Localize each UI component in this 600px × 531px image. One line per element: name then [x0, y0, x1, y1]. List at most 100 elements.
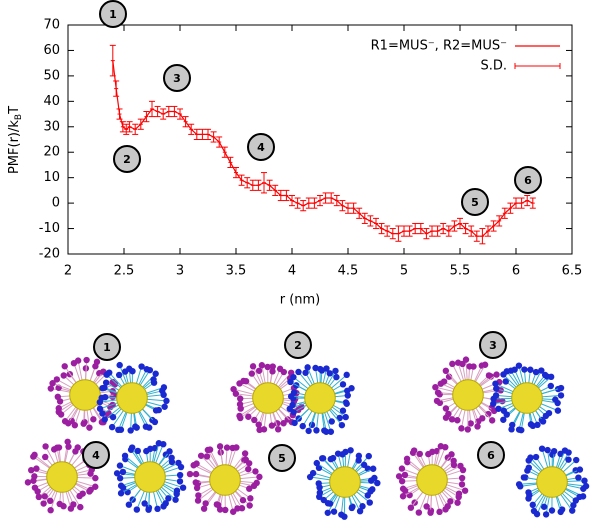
ligand-head: [509, 421, 516, 429]
ligand-head: [61, 363, 68, 370]
ligand-head: [355, 452, 363, 460]
error-bar: [322, 192, 329, 204]
ligand-head: [454, 499, 461, 506]
ligand-head: [113, 470, 121, 477]
ligand-head: [434, 389, 442, 396]
ligand-head: [368, 477, 375, 484]
gold-core: [134, 461, 166, 493]
ligand-head: [269, 363, 276, 370]
ligand-head: [342, 413, 349, 421]
error-bar: [113, 80, 120, 97]
ligand-head: [287, 378, 294, 386]
ligand-head: [445, 410, 452, 418]
ligand-head: [462, 356, 470, 363]
ligand-head: [40, 500, 47, 507]
ligand-head: [432, 383, 439, 391]
ligand-head: [315, 480, 322, 487]
error-bar: [367, 215, 374, 227]
numbered-badge: 3: [479, 331, 507, 359]
ligand-head: [455, 493, 462, 501]
error-bar: [496, 215, 503, 227]
ligand-head: [313, 427, 320, 434]
ligand-head: [299, 422, 306, 430]
ligand-head: [410, 447, 418, 454]
ligand-head: [90, 416, 97, 423]
gold-core: [416, 464, 448, 496]
ligand-head: [343, 371, 350, 379]
badge-label: 6: [487, 449, 495, 462]
ligand-head: [111, 381, 119, 388]
ligand-head: [500, 407, 508, 414]
ligand-head: [154, 505, 161, 513]
ligand-head: [401, 471, 409, 479]
ligand-head: [355, 457, 362, 464]
ligand-head: [448, 416, 456, 423]
ligand-head: [573, 456, 580, 464]
ligand-head: [515, 426, 523, 433]
ligand-head: [339, 381, 347, 388]
plot-frame: [67, 24, 573, 255]
error-bar: [445, 225, 452, 237]
error-bar: [277, 189, 284, 202]
ligand-head: [242, 378, 250, 385]
ligand-head: [237, 395, 244, 402]
error-bar: [406, 225, 413, 237]
ligand-head: [442, 405, 450, 412]
ligand-head: [542, 412, 550, 420]
ligand-head: [407, 504, 415, 511]
ligand-head: [116, 475, 124, 482]
ligand-head: [427, 509, 434, 516]
y-label-sub: B: [14, 114, 24, 120]
ligand-head: [532, 453, 540, 461]
y-axis-label: PMF(r)/kBT: [7, 106, 24, 174]
y-tick-label: 70: [43, 18, 60, 33]
ligand-head: [56, 500, 63, 508]
ligand-head: [92, 474, 99, 482]
gold-core: [536, 466, 568, 498]
nanoparticle: [432, 356, 506, 433]
badge-circle: [99, 0, 127, 28]
ligand-head: [125, 501, 133, 508]
error-bar: [272, 184, 279, 196]
nanoparticle: [286, 364, 355, 435]
ligand-head: [161, 403, 168, 410]
ligand-head: [246, 485, 253, 492]
ligand-head: [245, 465, 252, 473]
ligand-head: [557, 392, 565, 399]
ligand-head: [252, 468, 259, 475]
ligand-head: [165, 495, 172, 502]
ligand-head: [76, 492, 83, 500]
ligand-head: [403, 455, 411, 462]
error-bar: [216, 136, 223, 148]
ligand-head: [442, 443, 449, 451]
ligand-head: [565, 449, 572, 456]
x-tick-label: 2: [64, 264, 72, 279]
ligand-head: [222, 506, 229, 514]
ligand-head: [442, 506, 449, 513]
badge-circle: [113, 145, 141, 173]
error-bar: [462, 222, 469, 235]
y-tick-label: 50: [43, 68, 60, 83]
ligand-head: [304, 364, 311, 371]
nanoparticle: [24, 438, 99, 514]
error-bar: [244, 177, 251, 189]
ligand-head: [415, 509, 423, 516]
ligand-head: [280, 368, 288, 376]
error-bar: [311, 197, 318, 209]
nanoparticle: [515, 445, 590, 518]
error-bar: [171, 105, 178, 118]
ligand-head: [500, 416, 507, 423]
numbered-badge: 5: [461, 188, 489, 216]
ligand-head: [515, 481, 523, 488]
error-bar: [473, 230, 480, 242]
ligand-head: [133, 506, 141, 513]
gold-core: [69, 379, 101, 411]
ligand-head: [530, 507, 538, 515]
error-bar: [199, 128, 206, 140]
ligand-head: [423, 503, 430, 510]
ligand-head: [176, 478, 184, 485]
ligand-head: [399, 485, 407, 492]
ligand-head: [342, 448, 349, 456]
ligand-head: [540, 503, 548, 510]
badge-circle: [82, 441, 110, 469]
